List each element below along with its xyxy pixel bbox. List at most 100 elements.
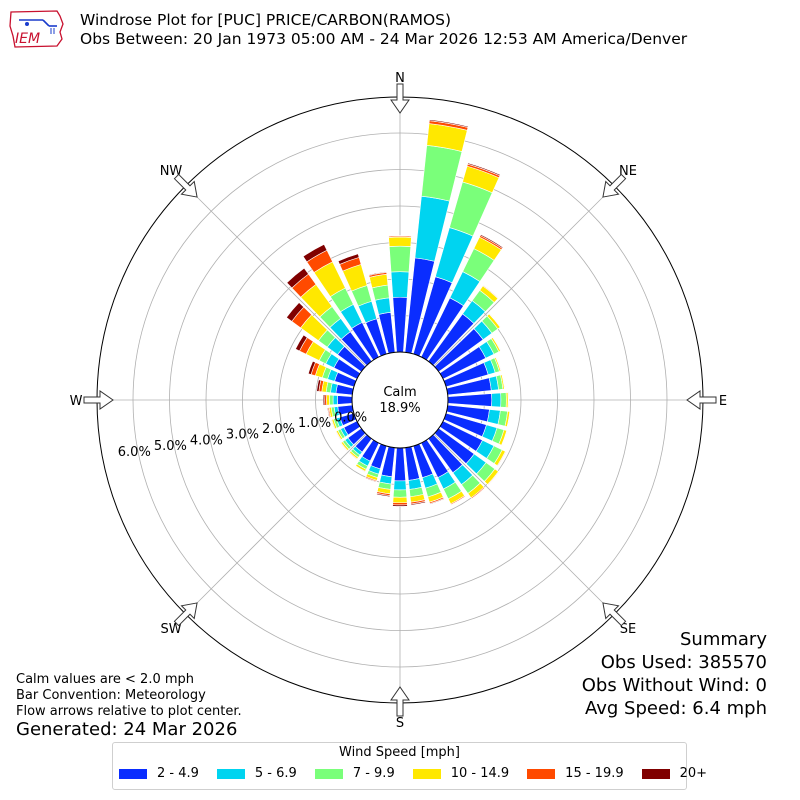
flow-arrow-N-shape — [390, 83, 410, 114]
wedge-10-bin-2 — [421, 145, 463, 202]
legend-swatch-0 — [119, 768, 147, 779]
wedge-180-bin-1 — [393, 480, 407, 491]
wedge-40-bin-5 — [482, 284, 500, 299]
wedge-260-bin-5 — [326, 407, 331, 419]
wedge-90-bin-2 — [500, 392, 507, 408]
compass-label-N: N — [395, 71, 405, 86]
wedge-0-bin-1 — [390, 271, 410, 298]
chart-title: Windrose Plot for [PUC] PRICE/CARBON(RAM… — [80, 11, 452, 29]
flow-arrow-SE — [602, 602, 627, 627]
calm-label: Calm — [383, 385, 416, 400]
legend-items: 2 - 4.9 5 - 6.9 7 - 9.9 10 - 14.9 15 - 19.9 2… — [119, 766, 707, 781]
legend-item-1: 5 - 6.9 — [216, 766, 297, 781]
grid-spoke-SE — [433, 433, 615, 615]
wedge-120-bin-5 — [497, 451, 507, 467]
wedge-280-bin-5 — [316, 379, 322, 392]
iowa-map-icon: IEM — [9, 10, 64, 48]
radial-tick-label-5: 5.0% — [154, 439, 187, 454]
wedge-330-bin-5 — [302, 243, 328, 263]
flow-arrow-NW-shape — [173, 173, 198, 198]
wedge-180-bin-5 — [392, 504, 408, 507]
wedge-270-bin-0 — [337, 395, 353, 405]
compass-label-S: S — [396, 716, 404, 731]
chart-subtitle: Obs Between: 20 Jan 1973 05:00 AM - 24 M… — [80, 30, 688, 48]
flow-arrow-E — [686, 390, 717, 410]
flow-arrow-N — [390, 83, 410, 114]
compass-label-NE: NE — [619, 164, 637, 179]
legend-label-5: 20+ — [679, 766, 708, 781]
wedge-10-bin-5 — [429, 119, 469, 128]
wedge-90-bin-0 — [447, 393, 493, 407]
wedge-200-bin-5 — [364, 477, 377, 483]
wedge-180-bin-2 — [392, 489, 408, 498]
grid-spoke-NE — [433, 185, 615, 367]
wedge-180-bin-0 — [394, 447, 406, 482]
flow-arrow-NE-shape — [602, 173, 627, 198]
wedge-270-bin-2 — [329, 394, 334, 406]
wedge-50-bin-5 — [488, 313, 502, 328]
flow-arrow-S — [390, 686, 410, 717]
legend-swatch-3 — [412, 768, 441, 779]
wedge-90-bin-1 — [491, 392, 502, 408]
legend: Wind Speed [mph] 2 - 4.9 5 - 6.9 7 - 9.9 10… — [112, 742, 707, 790]
compass-label-SE: SE — [620, 622, 636, 637]
wedge-150-bin-5 — [450, 496, 466, 506]
wedge-0-bin-5 — [388, 235, 412, 237]
wedge-290-bin-5 — [307, 360, 316, 375]
wedge-210-bin-5 — [354, 466, 366, 473]
flow-arrow-W — [83, 390, 114, 410]
flow-arrow-NE — [602, 173, 627, 198]
flow-note: Flow arrows relative to plot center. — [16, 704, 242, 719]
flow-arrow-W-shape — [83, 390, 114, 410]
wedge-320-bin-5 — [286, 267, 309, 289]
wedge-0-bin-3 — [388, 236, 412, 247]
legend-label-1: 5 - 6.9 — [254, 766, 297, 781]
wedge-250-bin-5 — [330, 419, 335, 430]
wedge-0-bin-2 — [388, 245, 412, 273]
wedge-160-bin-5 — [429, 498, 445, 505]
legend-swatch-2 — [314, 768, 343, 779]
calm-circle — [351, 351, 449, 449]
wedge-240-bin-5 — [334, 431, 341, 441]
wedge-270-bin-3 — [326, 394, 330, 406]
wedge-70-bin-5 — [495, 356, 502, 372]
wedge-190-bin-5 — [376, 492, 391, 498]
wedge-130-bin-5 — [487, 471, 500, 486]
wedge-100-bin-5 — [507, 411, 511, 428]
summary-title: Summary — [680, 629, 767, 650]
legend-item-4: 15 - 19.9 — [527, 766, 624, 781]
calm-note: Calm values are < 2.0 mph — [16, 672, 195, 687]
wedge-180-bin-3 — [392, 496, 408, 504]
wedge-300-bin-5 — [295, 334, 308, 352]
generated-date: Generated: 24 Mar 2026 — [16, 719, 238, 740]
wedge-340-bin-5 — [337, 253, 360, 265]
summary-obs-without-wind: Obs Without Wind: 0 — [581, 675, 767, 696]
calm-value: 18.9% — [379, 401, 420, 416]
wedge-220-bin-5 — [348, 452, 358, 461]
legend-item-3: 10 - 14.9 — [412, 766, 510, 781]
legend-item-2: 7 - 9.9 — [314, 766, 395, 781]
legend-swatch-1 — [216, 768, 245, 779]
iem-logo: IEM — [7, 6, 67, 52]
wedge-140-bin-5 — [471, 487, 486, 500]
compass-label-NW: NW — [160, 164, 183, 179]
flow-arrow-SW-shape — [173, 602, 198, 627]
grid-spoke-NW — [185, 185, 367, 367]
flow-arrow-S-shape — [390, 686, 410, 717]
summary-avg-speed: Avg Speed: 6.4 mph — [585, 698, 767, 719]
flow-arrow-SE-shape — [602, 602, 627, 627]
wedge-170-bin-5 — [410, 501, 426, 506]
legend-swatch-5 — [641, 768, 670, 779]
legend-title: Wind Speed [mph] — [339, 745, 460, 760]
svg-text:IEM: IEM — [15, 31, 40, 47]
legend-label-3: 10 - 14.9 — [450, 766, 510, 781]
wedge-350-bin-1 — [374, 297, 392, 315]
radial-tick-label-0: 0.0% — [334, 411, 367, 426]
legend-label-2: 7 - 9.9 — [352, 766, 395, 781]
wedge-230-bin-5 — [339, 442, 348, 452]
wedge-80-bin-5 — [501, 374, 506, 390]
wedge-350-bin-5 — [368, 271, 387, 276]
wedge-30-bin-5 — [479, 234, 504, 249]
